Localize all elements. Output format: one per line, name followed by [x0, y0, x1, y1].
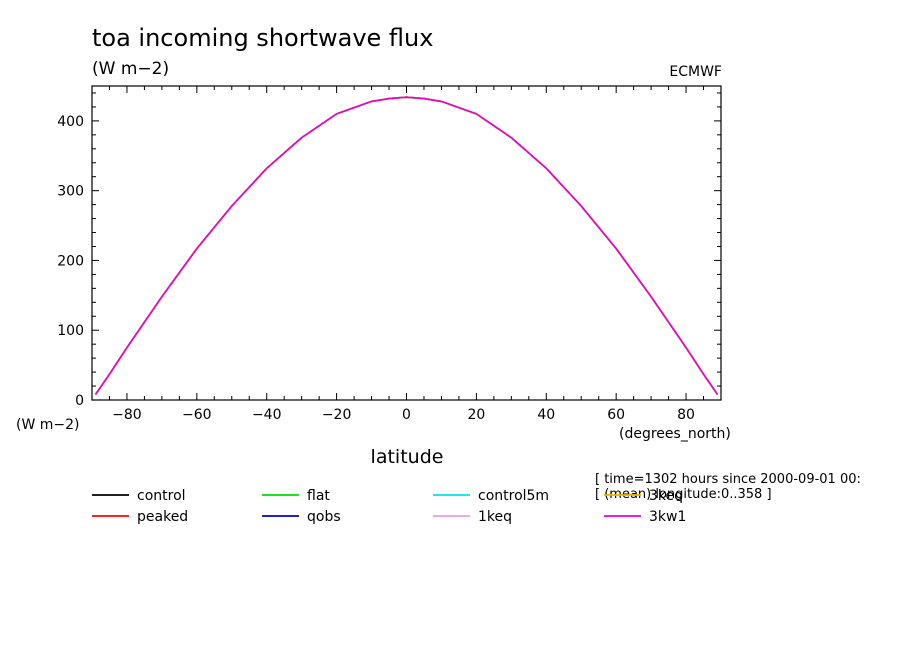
x-tick-label: 20	[467, 407, 485, 423]
series-line-3kw1	[94, 96, 719, 395]
series-line-control5m	[94, 96, 719, 395]
legend: control peaked flat qobs control5m 1keq 3keq 3k…	[92, 488, 686, 525]
series-line-control	[94, 96, 719, 395]
legend-label-3kw1: 3kw1	[649, 509, 686, 525]
x-tick-label: 40	[537, 407, 555, 423]
legend-label-control5m: control5m	[478, 488, 549, 504]
y-tick-label: 0	[75, 393, 84, 409]
x-tick-label: −60	[182, 407, 212, 423]
legend-label-3keq: 3keq	[649, 488, 683, 504]
y-tick-label: 300	[57, 184, 84, 200]
series-layer	[94, 96, 719, 395]
chart-subtitle: (W m−2)	[92, 59, 169, 79]
plot-frame	[91, 85, 722, 401]
info-line-time: [ time=1302 hours since 2000-09-01 00:	[595, 472, 861, 487]
series-line-qobs	[94, 96, 719, 395]
x-axis-units: (degrees_north)	[619, 426, 731, 442]
legend-label-control: control	[137, 488, 186, 504]
source-label: ECMWF	[669, 64, 722, 80]
x-tick-label: −20	[322, 407, 352, 423]
x-tick-label: 80	[677, 407, 695, 423]
plot-area	[91, 85, 722, 401]
x-tick-label: −40	[252, 407, 282, 423]
info-line-longitude: [ (mean) longitude:0..358 ]	[595, 487, 772, 502]
series-line-peaked	[94, 96, 719, 395]
y-tick-label: 400	[57, 114, 84, 130]
legend-label-qobs: qobs	[307, 509, 341, 525]
y-tick-label: 100	[57, 323, 84, 339]
series-line-1keq	[94, 96, 719, 395]
y-axis-ticks: 0 100 200 300 400	[57, 92, 721, 409]
x-axis-ticks: −80 −60 −40 −20 0 20 40 60 80	[91, 86, 722, 423]
series-line-3keq	[94, 96, 719, 395]
x-tick-label: −80	[112, 407, 142, 423]
legend-label-peaked: peaked	[137, 509, 188, 525]
series-line-flat	[94, 96, 719, 395]
x-tick-label: 60	[607, 407, 625, 423]
y-tick-label: 200	[57, 253, 84, 269]
chart-title: toa incoming shortwave flux	[92, 24, 433, 52]
y-axis-units: (W m−2)	[16, 417, 80, 433]
legend-label-flat: flat	[307, 488, 330, 504]
x-axis-label: latitude	[371, 446, 444, 468]
x-tick-label: 0	[402, 407, 411, 423]
legend-label-1keq: 1keq	[478, 509, 512, 525]
